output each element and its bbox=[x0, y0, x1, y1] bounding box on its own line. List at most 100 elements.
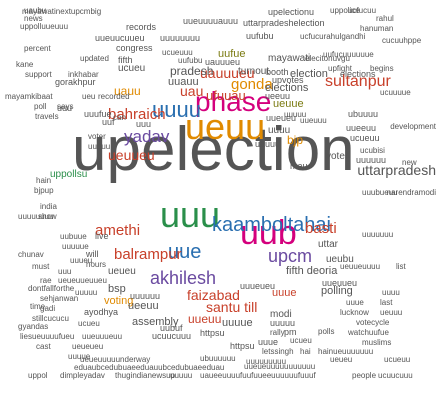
word-cloud-word: ucueuu bbox=[384, 355, 411, 365]
word-cloud-word: basti bbox=[305, 220, 337, 238]
word-cloud-word: ueuu bbox=[185, 106, 266, 148]
word-cloud-word: uppollsu bbox=[50, 168, 88, 180]
word-cloud-word: uubuue bbox=[60, 232, 87, 242]
word-cloud-word: uauuueu bbox=[200, 65, 255, 82]
word-cloud-word: votecycle bbox=[356, 318, 390, 328]
word-cloud-word: ayodhya bbox=[84, 307, 119, 318]
word-cloud-word: ucfucurahulgandhi bbox=[300, 32, 366, 42]
word-cloud-word: ucfucuu bbox=[348, 6, 377, 16]
word-cloud-word: uppolice bbox=[330, 6, 360, 16]
word-cloud-word: gyandas bbox=[18, 322, 49, 332]
word-cloud-word: uuue bbox=[258, 337, 279, 348]
word-cloud-word: balrampur bbox=[114, 246, 182, 264]
word-cloud-word: watchuufue bbox=[348, 328, 389, 338]
word-cloud-word: chunav bbox=[18, 250, 44, 260]
word-cloud-word: live bbox=[95, 231, 109, 242]
word-cloud-word: last bbox=[380, 298, 393, 308]
word-cloud-word: uuuu bbox=[152, 97, 201, 123]
word-cloud-word: ucuucuuu bbox=[152, 331, 192, 342]
word-cloud-word: ucuuuue bbox=[380, 88, 411, 98]
word-cloud-word: upelectionu bbox=[268, 7, 315, 18]
word-cloud-word: ufuuau bbox=[206, 87, 246, 103]
word-cloud-word: phase bbox=[195, 86, 272, 118]
word-cloud-word: bjp bbox=[287, 132, 304, 147]
word-cloud-word: hainueuuuuuuu bbox=[318, 347, 374, 357]
word-cloud-word: uuuuu bbox=[88, 142, 111, 152]
word-cloud-word: uue bbox=[168, 241, 202, 263]
word-cloud-word: ubuuuuuu bbox=[200, 354, 236, 364]
word-cloud-word: uauu bbox=[114, 83, 141, 98]
word-cloud-word: uueuuu bbox=[300, 116, 327, 126]
word-cloud-word: fifth bbox=[118, 55, 133, 66]
word-cloud-word: must bbox=[32, 262, 50, 272]
word-cloud-word: sultanpur bbox=[325, 73, 391, 91]
word-cloud-word: poll bbox=[34, 102, 47, 112]
word-cloud-word: polls bbox=[318, 327, 335, 337]
word-cloud-word: uuuuu bbox=[75, 288, 98, 298]
word-cloud-word: gorakhpur bbox=[55, 77, 96, 88]
word-cloud-word: gonda bbox=[231, 76, 273, 94]
word-cloud-word: modi bbox=[270, 308, 292, 320]
word-cloud-word: uufucuuuuuue bbox=[323, 50, 374, 60]
word-cloud-word: letssingh bbox=[262, 347, 294, 357]
word-cloud-word: uuuue bbox=[222, 316, 253, 329]
word-cloud-word: uuueu bbox=[70, 256, 93, 266]
word-cloud-word: booth bbox=[266, 67, 289, 78]
word-cloud-word: uuu bbox=[58, 267, 72, 277]
word-cloud-word: updated bbox=[80, 54, 109, 64]
word-cloud-word: uttarpradesh bbox=[357, 162, 436, 179]
word-cloud-word: ueueuuuuunderway bbox=[80, 355, 151, 365]
word-cloud-word: stillcucucu bbox=[32, 314, 69, 324]
word-cloud-word: uuauu bbox=[168, 75, 199, 88]
word-cloud-word: httpsu bbox=[200, 328, 225, 339]
word-cloud-word: sehjanwan bbox=[40, 294, 79, 304]
word-cloud-word: inkhabar bbox=[68, 70, 99, 80]
word-cloud-word: voting bbox=[104, 294, 134, 307]
word-cloud-word: india bbox=[40, 202, 57, 212]
word-cloud-word: list bbox=[396, 262, 406, 272]
word-cloud-word: rae bbox=[40, 276, 52, 286]
word-cloud-word: liesueuuuufueu bbox=[20, 332, 75, 342]
word-cloud-word: uuuuu bbox=[270, 318, 296, 329]
word-cloud-word: kane bbox=[16, 60, 34, 70]
word-cloud-word: ucueu bbox=[78, 319, 100, 329]
word-cloud-word: uufubu bbox=[178, 56, 203, 66]
word-cloud-word: uuuuuuuuu bbox=[246, 357, 287, 367]
word-cloud-word: uuuuuuuu bbox=[18, 212, 54, 222]
word-cloud-word: uuuuuuu bbox=[362, 230, 394, 240]
word-cloud-word: uaubu bbox=[24, 6, 47, 16]
word-cloud-word: voter bbox=[326, 150, 349, 162]
word-cloud-word: pm bbox=[284, 327, 297, 338]
word-cloud-word: bjpup bbox=[34, 186, 54, 196]
word-cloud-word: uuuu bbox=[268, 124, 291, 136]
word-cloud-word: ucueuu bbox=[350, 133, 380, 144]
word-cloud-word: amethi bbox=[95, 222, 141, 240]
word-cloud-word: uufue bbox=[218, 47, 246, 60]
word-cloud-word: cast bbox=[36, 342, 51, 352]
word-cloud-word: ueubu bbox=[326, 253, 354, 265]
word-cloud-word: uttarpradeshelection bbox=[243, 18, 325, 29]
word-cloud-word: mau bbox=[290, 161, 308, 172]
word-cloud-word: ueuueu bbox=[108, 147, 155, 164]
word-cloud-word: narendramodi bbox=[386, 188, 436, 198]
word-cloud-word: ueeuu bbox=[128, 299, 159, 312]
word-cloud-word: uttar bbox=[318, 238, 339, 250]
word-cloud-word: bsp bbox=[108, 282, 126, 295]
word-cloud-word: upvotes bbox=[272, 75, 304, 86]
word-cloud-word: uuubueuu bbox=[362, 188, 398, 198]
word-cloud-word: voter bbox=[88, 132, 106, 142]
word-cloud-word: uau bbox=[180, 83, 204, 100]
word-cloud-word: upfight bbox=[328, 64, 353, 74]
word-cloud-word: uppol bbox=[28, 371, 48, 381]
word-cloud-word: new bbox=[402, 158, 417, 168]
word-cloud-word: assembly bbox=[132, 315, 179, 328]
word-cloud-word: mayawatinextupcmbig bbox=[22, 7, 102, 17]
word-cloud-word: uueuucuueu bbox=[95, 33, 145, 44]
word-cloud-word: records bbox=[126, 22, 157, 33]
word-cloud-word: election bbox=[290, 67, 328, 80]
word-cloud-word: kaamboltahai bbox=[212, 214, 331, 236]
word-cloud-word: uuu bbox=[160, 194, 221, 236]
word-cloud-word: ucueu bbox=[290, 336, 312, 346]
word-cloud-word: uuuuuu bbox=[356, 155, 387, 166]
word-cloud-word: hain bbox=[36, 176, 52, 186]
